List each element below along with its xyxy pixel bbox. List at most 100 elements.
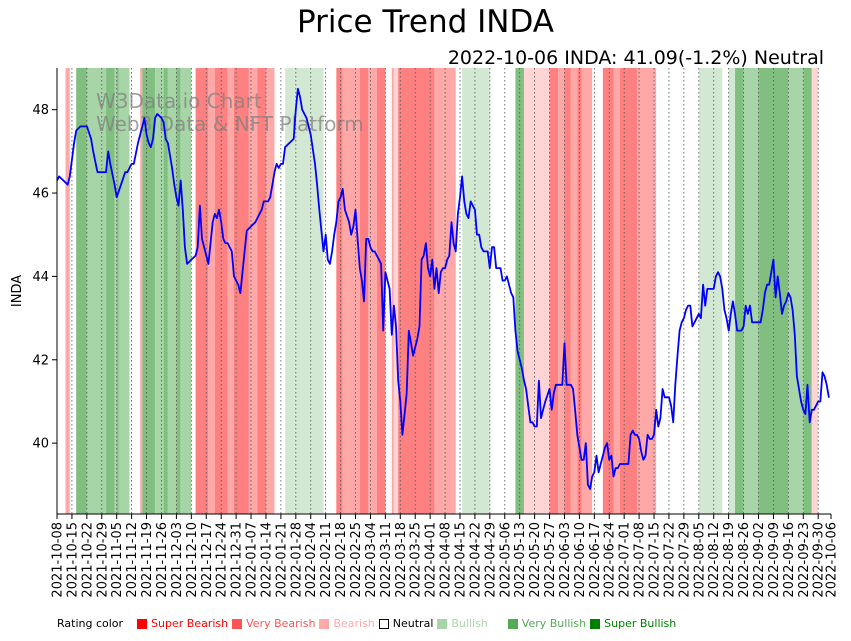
x-tick-label: 2022-02-18: [334, 522, 349, 598]
x-tick-label: 2022-09-16: [782, 522, 797, 598]
legend-swatch: [437, 618, 448, 629]
rating-band-very-bullish: [163, 68, 168, 514]
x-tick-label: 2021-10-29: [95, 522, 110, 598]
x-tick-label: 2021-12-10: [185, 522, 200, 598]
rating-band-very-bearish: [195, 68, 209, 514]
y-axis-label: INDA: [10, 275, 25, 307]
rating-band-very-bearish: [398, 68, 435, 514]
x-tick-label: 2022-04-29: [483, 522, 498, 598]
x-tick-label: 2022-01-07: [245, 522, 260, 598]
legend-label: Bullish: [451, 617, 488, 630]
rating-band-very-bullish: [735, 68, 744, 514]
rating-band-bearish: [636, 68, 657, 514]
rating-legend-title: Rating color: [57, 617, 124, 630]
legend-label: Super Bearish: [151, 617, 229, 630]
x-tick-label: 2022-09-23: [797, 522, 812, 598]
x-tick-label: 2022-07-08: [633, 522, 648, 598]
rating-band-bearish-light: [811, 68, 819, 514]
y-ticks: 40 42 44 46 48: [32, 103, 57, 452]
x-tick-label: 2022-03-04: [364, 522, 379, 598]
legend-label: Super Bullish: [604, 617, 677, 630]
rating-band-bearish: [391, 68, 394, 514]
rating-band-bullish: [180, 68, 192, 514]
watermark-line-2: Web3 Data & NFT Platform: [96, 112, 364, 136]
rating-band-bearish: [65, 68, 70, 514]
axes: [56, 68, 831, 515]
rating-bands: [65, 68, 819, 514]
rating-band-bullish-light: [285, 68, 294, 514]
x-tick-label: 2022-09-09: [767, 522, 782, 598]
rating-band-bearish: [342, 68, 360, 514]
rating-band-very-bearish: [214, 68, 228, 514]
rating-band-bullish: [86, 68, 107, 514]
x-tick-label: 2022-08-12: [707, 522, 722, 598]
rating-band-very-bearish: [602, 68, 614, 514]
rating-band-very-bullish: [176, 68, 181, 514]
rating-band-bullish: [788, 68, 804, 514]
x-tick-label: 2022-03-25: [409, 522, 424, 598]
watermark: W3Data.io Chart Web3 Data & NFT Platform: [96, 89, 364, 136]
chart-subtitle: 2022-10-06 INDA: 41.09(-1.2%) Neutral: [447, 47, 824, 69]
x-tick-label: 2022-02-25: [349, 522, 364, 598]
y-tick-label: 48: [32, 103, 49, 118]
x-tick-label: 2022-08-19: [722, 522, 737, 598]
rating-band-bullish: [167, 68, 177, 514]
rating-band-very-bearish: [577, 68, 582, 514]
x-tick-label: 2022-07-29: [677, 522, 692, 598]
rating-band-bullish-light: [728, 68, 736, 514]
rating-band-bearish: [613, 68, 620, 514]
x-tick-label: 2022-01-21: [274, 522, 289, 598]
price-line-inda: [56, 87, 830, 490]
rating-band-bearish: [140, 68, 143, 514]
rating-band-bullish: [118, 68, 130, 514]
rating-band-bearish: [208, 68, 215, 514]
x-tick-label: 2022-06-24: [603, 522, 618, 598]
legend-item-bullish: Bullish: [437, 617, 488, 630]
y-tick-label: 40: [32, 437, 49, 452]
x-tick-label: 2021-11-19: [140, 522, 155, 598]
y-tick-label: 46: [32, 187, 49, 202]
legend-item-very-bearish: Very Bearish: [232, 617, 315, 630]
rating-band-bullish: [114, 68, 117, 514]
x-tick-label: 2022-04-22: [468, 522, 483, 598]
x-tick-label: 2022-05-20: [528, 522, 543, 598]
price-line-layer: [56, 87, 830, 490]
rating-band-bullish: [155, 68, 164, 514]
x-tick-label: 2022-04-15: [453, 522, 468, 598]
x-tick-label: 2022-06-17: [588, 522, 603, 598]
x-tick-label: 2021-11-12: [125, 522, 140, 598]
x-tick-label: 2022-06-10: [573, 522, 588, 598]
rating-band-bearish: [581, 68, 593, 514]
rating-band-very-bullish: [515, 68, 524, 514]
x-tick-label: 2021-12-03: [170, 522, 185, 598]
legend-item-very-bullish: Very Bullish: [507, 617, 587, 630]
x-tick-label: 2022-03-18: [394, 522, 409, 598]
x-tick-label: 2022-02-04: [304, 522, 319, 598]
y-tick-label: 42: [32, 353, 49, 368]
legend-label: Neutral: [392, 617, 434, 630]
x-tick-label: 2022-04-08: [439, 522, 454, 598]
legend-swatch: [319, 618, 330, 629]
legend-item-neutral: Neutral: [378, 617, 434, 630]
legend-swatch: [232, 618, 243, 629]
rating-band-bearish: [558, 68, 565, 514]
legend-label: Very Bullish: [521, 617, 587, 630]
legend-item-super-bearish: Super Bearish: [137, 617, 228, 630]
rating-band-very-bearish: [564, 68, 571, 514]
rating-band-very-bullish: [76, 68, 87, 514]
rating-band-bearish: [265, 68, 275, 514]
rating-band-very-bearish: [549, 68, 559, 514]
x-tick-label: 2022-01-28: [289, 522, 304, 598]
x-tick-label: 2022-02-11: [319, 522, 334, 598]
x-ticks: 2021-10-08 2021-10-15 2021-10-22 2021-10-29…: [51, 514, 840, 598]
x-tick-label: 2022-07-22: [662, 522, 677, 598]
x-tick-label: 2021-12-31: [230, 522, 245, 598]
x-tick-label: 2022-10-06: [825, 522, 840, 598]
rating-band-bearish: [570, 68, 578, 514]
x-tick-label: 2022-05-06: [498, 522, 513, 598]
legend-label: Very Bearish: [246, 617, 316, 630]
rating-band-very-bullish: [116, 68, 119, 514]
rating-band-very-bearish: [257, 68, 266, 514]
rating-band-bearish: [368, 68, 377, 514]
x-tick-label: 2022-08-05: [692, 522, 707, 598]
